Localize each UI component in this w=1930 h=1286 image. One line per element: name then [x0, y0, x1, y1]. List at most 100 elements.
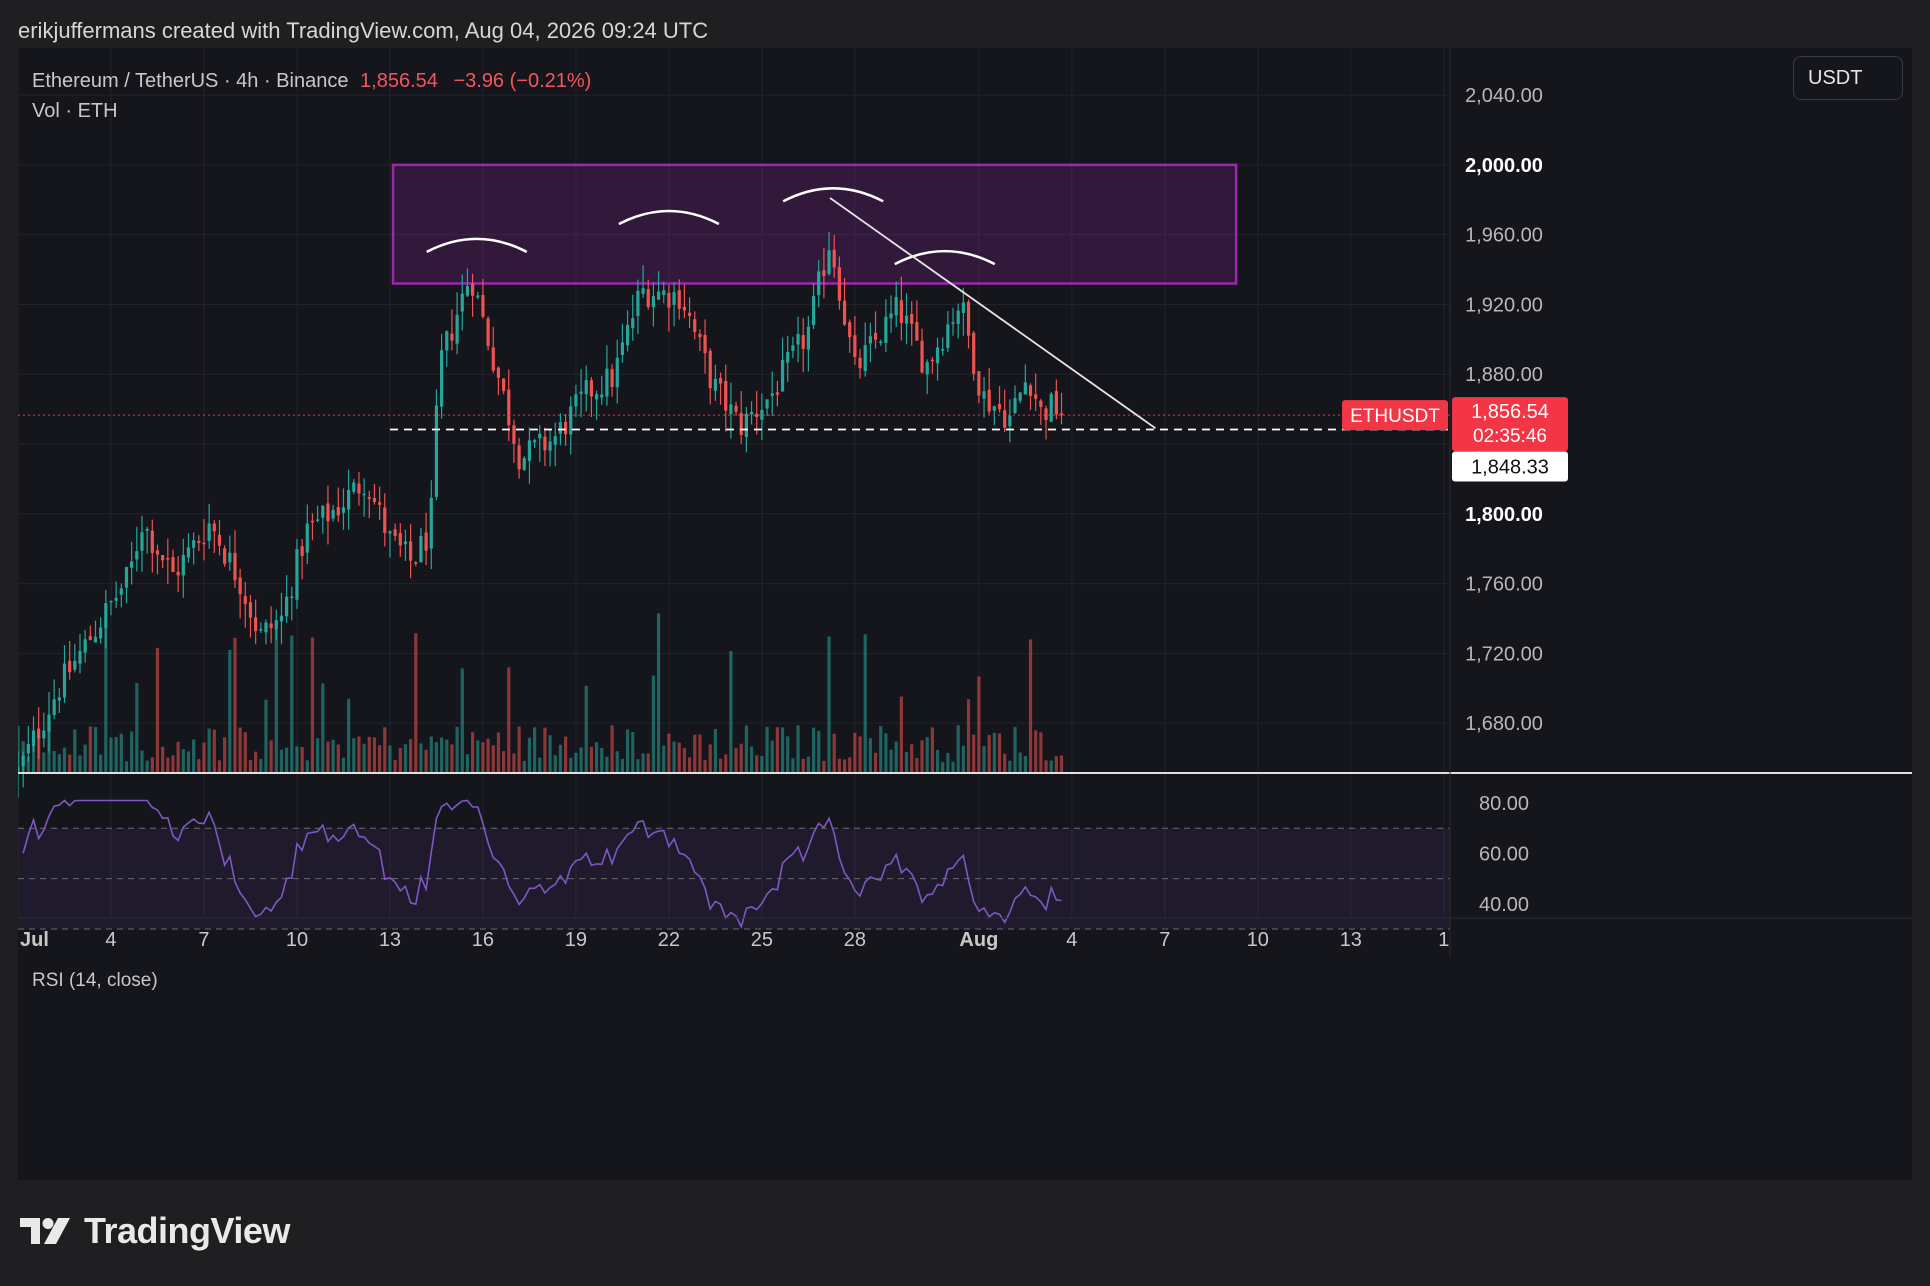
time-tick-label: 10	[1247, 929, 1269, 951]
time-tick-label: 13	[379, 929, 401, 951]
volume-bar	[465, 754, 470, 772]
volume-bar	[817, 730, 821, 772]
candle-body	[104, 603, 108, 628]
volume-bar	[889, 749, 893, 772]
candle-body	[961, 302, 965, 314]
volume-bar	[352, 738, 356, 772]
volume-bar	[501, 751, 506, 772]
candle-body	[997, 403, 1002, 410]
volume-bar	[589, 746, 594, 772]
rsi-tick-label: 80.00	[1479, 793, 1529, 815]
candle-layer	[18, 231, 1064, 798]
volume-bar	[579, 747, 583, 772]
candle-body	[367, 496, 371, 499]
candle-body	[47, 714, 51, 732]
volume-bar	[243, 732, 247, 772]
time-tick-label: 7	[198, 929, 209, 951]
volume-bar	[409, 739, 413, 772]
volume-bar	[853, 732, 857, 772]
volume-bar	[223, 737, 227, 772]
volume-bar	[744, 725, 748, 772]
volume-bar	[600, 747, 604, 772]
candle-body	[171, 557, 175, 572]
volume-bar	[192, 739, 196, 772]
volume-bar	[930, 727, 934, 772]
candle-body	[465, 286, 470, 296]
candle-body	[703, 334, 707, 354]
volume-bar	[837, 758, 841, 772]
volume-bar	[863, 634, 867, 772]
volume-bar	[1013, 727, 1017, 772]
volume-bar	[935, 749, 940, 772]
chart-frame[interactable]: 2,040.00 2,000.00 1,960.00 1,920.00 1,880.00…	[18, 48, 1912, 1180]
candle-body	[636, 290, 640, 316]
bar-countdown: 02:35:46	[1473, 426, 1547, 447]
volume-bar	[238, 727, 242, 772]
candle-body	[1039, 400, 1043, 407]
candle-body	[326, 503, 330, 522]
candle-body	[610, 369, 614, 388]
volume-bar	[455, 726, 459, 772]
volume-bar	[471, 732, 475, 772]
candle-body	[62, 663, 67, 698]
candle-body	[842, 300, 847, 325]
candle-body	[501, 378, 506, 391]
volume-bar	[687, 757, 692, 772]
price-tick-label: 1,760.00	[1465, 574, 1543, 596]
price-tick-label: 1,720.00	[1465, 643, 1543, 665]
candle-body	[904, 315, 909, 324]
volume-bar	[212, 729, 216, 772]
volume-bar	[1003, 753, 1007, 772]
volume-bar	[264, 699, 268, 772]
volume-bar	[445, 739, 449, 772]
volume-bar	[651, 675, 656, 772]
time-tick-label: 16	[472, 929, 494, 951]
candle-body	[207, 523, 211, 541]
candle-body	[584, 380, 588, 395]
legend-change: −3.96 (−0.21%)	[453, 70, 592, 92]
candle-body	[966, 301, 971, 336]
volume-indicator-label[interactable]: Vol · ETH	[32, 100, 118, 122]
candle-body	[414, 562, 418, 564]
top-arc-marker	[894, 249, 996, 266]
volume-bar	[760, 755, 764, 772]
volume-bar	[811, 727, 816, 772]
tradingview-brand[interactable]: TradingView	[20, 1210, 290, 1252]
candle-body	[486, 318, 490, 346]
symbol-title[interactable]: Ethereum / TetherUS · 4h · Binance	[32, 70, 349, 92]
candle-body	[817, 271, 821, 296]
candle-body	[507, 389, 511, 426]
volume-bar	[620, 758, 625, 772]
candle-body	[259, 628, 263, 631]
candle-body	[558, 422, 563, 434]
candle-body	[894, 296, 898, 316]
candle-body	[786, 352, 790, 363]
volume-bar	[553, 755, 557, 772]
currency-button[interactable]: USDT	[1793, 56, 1903, 100]
candle-body	[26, 744, 30, 754]
volume-bar	[615, 751, 619, 772]
chart-canvas[interactable]: 2,040.00 2,000.00 1,960.00 1,920.00 1,880.00…	[18, 48, 1912, 1180]
candle-body	[140, 532, 144, 551]
candle-body	[646, 289, 650, 307]
time-tick-label: Jul	[20, 929, 49, 951]
volume-bar	[796, 725, 800, 772]
volume-bar	[83, 744, 87, 772]
volume-bar	[899, 696, 903, 772]
volume-bar	[569, 757, 573, 772]
volume-bar	[419, 743, 423, 772]
candle-body	[496, 367, 501, 378]
volume-bar	[388, 745, 392, 772]
volume-bar	[527, 737, 532, 772]
candle-body	[806, 326, 810, 350]
candle-body	[1059, 413, 1064, 416]
volume-bar	[1044, 760, 1048, 772]
volume-bar	[393, 759, 397, 772]
candle-body	[729, 404, 733, 415]
rsi-indicator-label[interactable]: RSI (14, close)	[32, 970, 158, 991]
volume-bar	[806, 756, 810, 772]
volume-bar	[1008, 760, 1012, 772]
volume-bar	[915, 757, 919, 772]
candle-body	[161, 555, 165, 561]
candle-body	[853, 335, 857, 358]
